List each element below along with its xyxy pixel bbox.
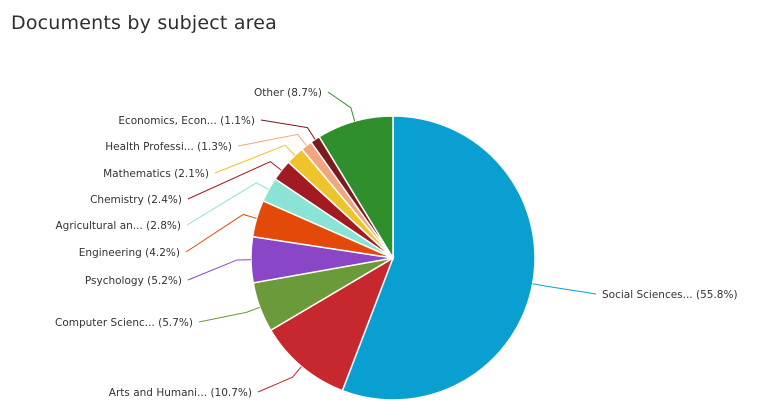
slice-label: Other (8.7%) bbox=[254, 87, 322, 99]
leader-line bbox=[187, 161, 282, 200]
slice-label: Social Sciences... (55.8%) bbox=[602, 289, 738, 301]
chart-title: Documents by subject area bbox=[11, 12, 277, 34]
pie-slice[interactable] bbox=[318, 115, 394, 261]
slice-label: Computer Scienc... (5.7%) bbox=[55, 317, 193, 329]
leader-line bbox=[186, 182, 269, 226]
leader-line bbox=[237, 133, 307, 147]
leader-line bbox=[214, 144, 296, 174]
leader-line bbox=[260, 119, 316, 140]
slice-label: Chemistry (2.4%) bbox=[90, 194, 182, 206]
slice-label: Psychology (5.2%) bbox=[85, 275, 182, 287]
slice-label: Arts and Humani... (10.7%) bbox=[109, 387, 252, 399]
leader-line bbox=[198, 306, 261, 323]
slice-label: Economics, Econ... (1.1%) bbox=[118, 115, 255, 127]
leader-line bbox=[327, 91, 356, 122]
slice-label: Mathematics (2.1%) bbox=[103, 168, 209, 180]
slice-label: Health Professi... (1.3%) bbox=[105, 141, 232, 153]
slice-label: Agricultural an... (2.8%) bbox=[55, 220, 181, 232]
pie-slice[interactable] bbox=[341, 115, 536, 401]
leader-line bbox=[257, 366, 302, 393]
pie-slice[interactable] bbox=[269, 256, 395, 392]
label-leader-lines bbox=[185, 91, 597, 393]
slice-label: Engineering (4.2%) bbox=[79, 247, 180, 259]
leader-line bbox=[187, 259, 252, 281]
pie-slices bbox=[250, 115, 536, 401]
slice-labels: Social Sciences... (55.8%) Arts and Human… bbox=[55, 87, 738, 399]
leader-line bbox=[532, 283, 597, 295]
leader-line bbox=[185, 213, 257, 253]
